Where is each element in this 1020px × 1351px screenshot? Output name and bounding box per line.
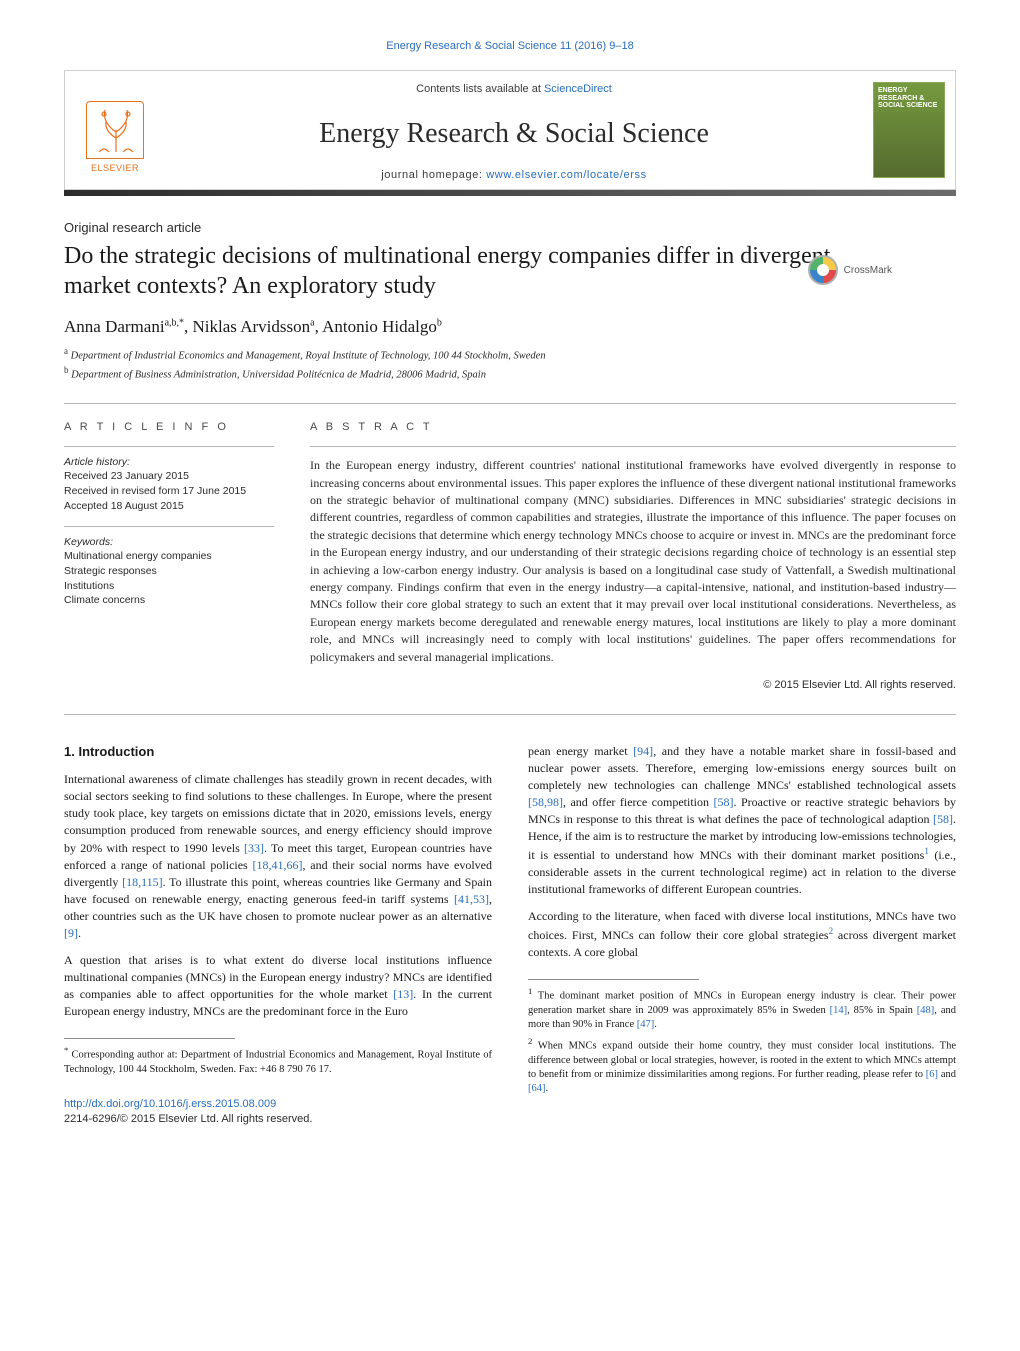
abstract-text: In the European energy industry, differe… [310, 457, 956, 666]
cover-title: ENERGY RESEARCH & SOCIAL SCIENCE [878, 87, 940, 110]
section-rule-top [64, 403, 956, 404]
history-heading: Article history: [64, 455, 274, 470]
ref-47[interactable]: [47] [637, 1019, 655, 1030]
ref-94[interactable]: [94] [633, 744, 653, 758]
ref-64[interactable]: [64] [528, 1083, 546, 1094]
fn2-b: and [938, 1069, 956, 1080]
p3-a: pean energy market [528, 744, 633, 758]
p3-c: , and offer fierce competition [563, 795, 713, 809]
journal-banner: ELSEVIER Contents lists available at Sci… [64, 70, 956, 190]
article-info-block: a r t i c l e i n f o Article history: R… [64, 420, 274, 694]
journal-cover-thumb[interactable]: ENERGY RESEARCH & SOCIAL SCIENCE [873, 82, 945, 178]
ref-13[interactable]: [13] [393, 987, 413, 1001]
info-abstract-row: a r t i c l e i n f o Article history: R… [64, 420, 956, 694]
banner-center: Contents lists available at ScienceDirec… [165, 71, 863, 189]
abstract-rule [310, 446, 956, 447]
ref-58b[interactable]: [58] [933, 812, 953, 826]
crossmark-widget[interactable]: CrossMark [808, 255, 892, 285]
author-3-aff: b [437, 317, 442, 328]
ref-33[interactable]: [33] [244, 841, 264, 855]
author-2[interactable]: Niklas Arvidsson [193, 317, 311, 336]
ref-58-98[interactable]: [58,98] [528, 795, 563, 809]
running-citation-link[interactable]: Energy Research & Social Science 11 (201… [386, 40, 633, 52]
abstract-copyright: © 2015 Elsevier Ltd. All rights reserved… [310, 678, 956, 694]
cover-wrap: ENERGY RESEARCH & SOCIAL SCIENCE [863, 71, 955, 189]
elsevier-logo[interactable]: ELSEVIER [77, 87, 153, 173]
intro-heading: 1. Introduction [64, 743, 492, 761]
crossmark-icon [808, 255, 838, 285]
author-1-aff: a,b,* [165, 317, 184, 328]
footnote-2: 2 When MNCs expand outside their home co… [528, 1036, 956, 1096]
body-columns: 1. Introduction International awareness … [64, 743, 956, 1128]
info-rule [64, 446, 274, 447]
author-2-aff: a [310, 317, 314, 328]
sciencedirect-link[interactable]: ScienceDirect [544, 83, 612, 95]
article-title: Do the strategic decisions of multinatio… [64, 241, 844, 301]
contents-prefix: Contents lists available at [416, 83, 544, 95]
footnote-1: 1 The dominant market position of MNCs i… [528, 986, 956, 1032]
section-rule-bottom [64, 714, 956, 715]
info-rule-2 [64, 526, 274, 527]
intro-p2: A question that arises is to what extent… [64, 952, 492, 1020]
journal-homepage-line: journal homepage: www.elsevier.com/locat… [173, 169, 855, 181]
corresponding-footnote: * Corresponding author at: Department of… [64, 1045, 492, 1077]
column-right: pean energy market [94], and they have a… [528, 743, 956, 1128]
ref-58a[interactable]: [58] [713, 795, 733, 809]
running-citation: Energy Research & Social Science 11 (201… [64, 40, 956, 52]
elsevier-wordmark: ELSEVIER [91, 163, 139, 173]
column-left: 1. Introduction International awareness … [64, 743, 492, 1128]
abstract-block: a b s t r a c t In the European energy i… [310, 420, 956, 694]
doi-link[interactable]: http://dx.doi.org/10.1016/j.erss.2015.08… [64, 1098, 276, 1110]
corr-text: Corresponding author at: Department of I… [64, 1049, 492, 1074]
jhome-prefix: journal homepage: [381, 169, 486, 181]
elsevier-logo-wrap: ELSEVIER [65, 71, 165, 189]
ref-6[interactable]: [6] [926, 1069, 938, 1080]
elsevier-tree-icon [86, 101, 144, 159]
history-revised: Received in revised form 17 June 2015 [64, 484, 274, 499]
doi-block: http://dx.doi.org/10.1016/j.erss.2015.08… [64, 1097, 492, 1128]
keyword-2: Strategic responses [64, 564, 274, 579]
intro-p1: International awareness of climate chall… [64, 771, 492, 941]
article-info-heading: a r t i c l e i n f o [64, 420, 274, 435]
ref-18-41-66[interactable]: [18,41,66] [252, 858, 302, 872]
affil-a: Department of Industrial Economics and M… [71, 351, 546, 362]
author-1[interactable]: Anna Darmani [64, 317, 165, 336]
keyword-3: Institutions [64, 579, 274, 594]
ref-18-115[interactable]: [18,115] [122, 875, 163, 889]
keyword-4: Climate concerns [64, 593, 274, 608]
banner-gradient-bar [64, 190, 956, 196]
ref-48[interactable]: [48] [917, 1005, 935, 1016]
authors-line: Anna Darmania,b,*, Niklas Arvidssona, An… [64, 317, 956, 337]
fn2-a: When MNCs expand outside their home coun… [528, 1041, 956, 1080]
history-received: Received 23 January 2015 [64, 469, 274, 484]
journal-title: Energy Research & Social Science [173, 118, 855, 150]
footnote-rule-right [528, 979, 699, 980]
issn-copyright: 2214-6296/© 2015 Elsevier Ltd. All right… [64, 1113, 312, 1125]
footnote-rule-left [64, 1038, 235, 1039]
crossmark-label: CrossMark [844, 265, 892, 276]
ref-41-53[interactable]: [41,53] [454, 892, 489, 906]
article-type-label: Original research article [64, 220, 956, 235]
author-3[interactable]: Antonio Hidalgo [322, 317, 437, 336]
fn2-c: . [546, 1083, 549, 1094]
keywords-heading: Keywords: [64, 535, 274, 550]
history-accepted: Accepted 18 August 2015 [64, 499, 274, 514]
keyword-1: Multinational energy companies [64, 549, 274, 564]
fn1-d: . [654, 1019, 657, 1030]
affiliations: a Department of Industrial Economics and… [64, 345, 956, 383]
intro-p4: According to the literature, when faced … [528, 908, 956, 961]
ref-14[interactable]: [14] [830, 1005, 848, 1016]
intro-p3: pean energy market [94], and they have a… [528, 743, 956, 898]
journal-homepage-link[interactable]: www.elsevier.com/locate/erss [486, 169, 646, 181]
ref-9[interactable]: [9] [64, 926, 78, 940]
abstract-heading: a b s t r a c t [310, 420, 956, 436]
p1-f: . [78, 926, 81, 940]
fn1-b: , 85% in Spain [847, 1005, 917, 1016]
contents-list-line: Contents lists available at ScienceDirec… [173, 83, 855, 95]
affil-b: Department of Business Administration, U… [71, 370, 486, 381]
